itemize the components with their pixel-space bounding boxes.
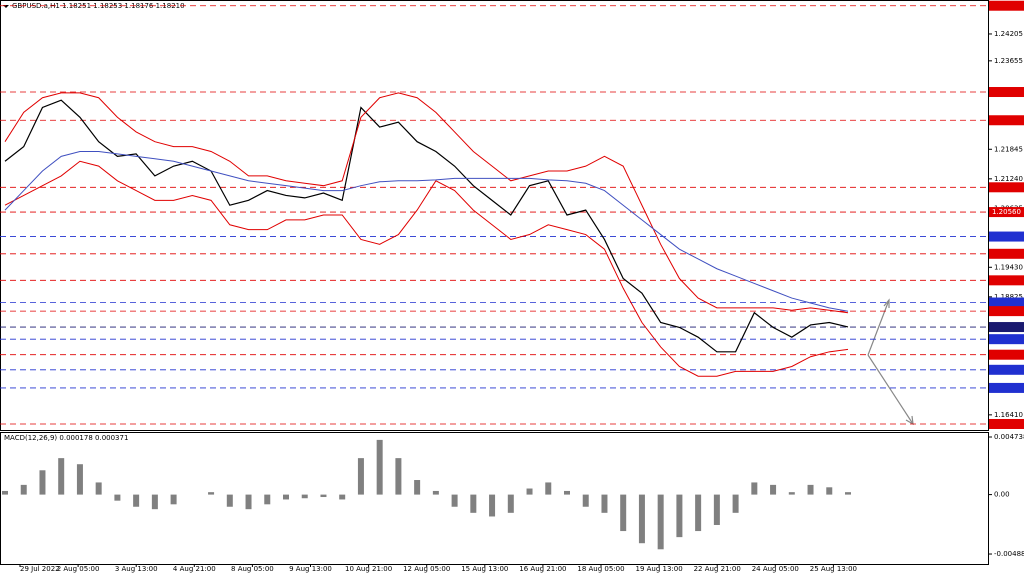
macd-bar: [395, 458, 402, 495]
level-label-bg: [989, 0, 1024, 11]
level-label-bg: [989, 418, 1024, 429]
macd-bar: [807, 484, 814, 495]
macd-bar: [58, 458, 65, 495]
macd-bar: [657, 494, 664, 550]
macd-bar: [845, 492, 851, 495]
macd-bar: [151, 494, 158, 510]
macd-bar: [301, 494, 308, 499]
macd-bar: [713, 494, 720, 525]
level-label-bg: [989, 182, 1024, 193]
level-label-bg: [989, 382, 1024, 393]
macd-bar: [788, 492, 795, 495]
macd-bar: [770, 484, 777, 495]
level-label-bg: [989, 306, 1024, 317]
macd-bar: [283, 494, 289, 500]
macd-bar: [507, 494, 514, 513]
y-tick-label: 1.21845: [994, 145, 1023, 153]
level-label-bg: [989, 231, 1024, 242]
price-line: [4, 99, 849, 353]
macd-tick-label: 0.00: [994, 491, 1010, 499]
level-label-bg: [989, 334, 1024, 345]
macd-bar: [470, 494, 477, 513]
level-label-bg: [989, 115, 1024, 126]
level-label-bg: [989, 248, 1024, 259]
x-tick-label: 16 Aug 21:00: [519, 565, 566, 573]
macd-tick-label: -0.004889: [994, 550, 1024, 558]
x-tick-label: 10 Aug 21:00: [345, 565, 392, 573]
y-tick-label: 1.24205: [994, 30, 1023, 38]
macd-bar: [826, 487, 833, 495]
level-label-bg: [989, 322, 1024, 333]
x-tick-label: 2 Aug 05:00: [57, 565, 100, 573]
x-tick-label: 18 Aug 05:00: [577, 565, 624, 573]
macd-bar: [695, 494, 702, 532]
macd-bar: [376, 439, 383, 495]
x-tick-label: 19 Aug 13:00: [635, 565, 682, 573]
main-panel: [0, 0, 989, 431]
y-tick-label: 1.23655: [994, 57, 1023, 65]
macd-bar: [620, 494, 627, 532]
macd-bar: [226, 494, 233, 507]
y-tick-label: 1.16410: [994, 411, 1023, 419]
price-line: [4, 150, 849, 312]
macd-bar: [414, 480, 421, 495]
x-tick-label: 9 Aug 13:00: [289, 565, 332, 573]
level-label: 1.20560: [992, 208, 1021, 216]
level-label-bg: [989, 364, 1024, 375]
macd-bar: [76, 464, 83, 495]
macd-bar: [39, 470, 46, 495]
macd-bar: [264, 494, 271, 505]
macd-bar: [732, 494, 739, 513]
macd-bar: [451, 494, 458, 507]
x-tick-label: 15 Aug 13:00: [461, 565, 508, 573]
macd-bar: [526, 488, 533, 495]
level-label-bg: [989, 349, 1024, 360]
y-tick-label: 1.19430: [994, 263, 1023, 271]
macd-bar: [95, 482, 102, 495]
x-tick-label: 4 Aug 21:00: [173, 565, 216, 573]
macd-bar: [170, 494, 177, 505]
x-tick-label: 8 Aug 05:00: [231, 565, 274, 573]
x-tick-label: 3 Aug 13:00: [115, 565, 158, 573]
macd-bar: [638, 494, 645, 544]
macd-bar: [2, 490, 8, 495]
chart-title: GBPUSD.a,H1 1.18251 1.18253 1.18176 1.18…: [12, 2, 185, 10]
macd-bar: [432, 490, 439, 495]
y-tick-label: 1.18825: [994, 293, 1023, 301]
macd-bar: [676, 494, 683, 538]
macd-tick-label: 0.004738: [994, 433, 1024, 441]
macd-bar: [339, 494, 346, 500]
x-tick-label: 25 Aug 13:00: [810, 565, 857, 573]
level-label-bg: [989, 275, 1024, 286]
macd-bar: [601, 494, 608, 513]
level-label-bg: [989, 87, 1024, 98]
macd-bar: [357, 458, 364, 495]
price-line: [4, 160, 849, 377]
macd-bar: [545, 482, 552, 495]
macd-bar: [751, 482, 758, 495]
projection-arrows: [867, 298, 914, 426]
macd-bar: [208, 492, 215, 495]
macd-panel: [0, 432, 989, 565]
macd-bar: [489, 494, 496, 517]
y-tick-label: 1.21240: [994, 175, 1023, 183]
price-line: [4, 92, 849, 314]
macd-bar: [564, 490, 570, 495]
macd-bar: [320, 494, 327, 498]
x-tick-label: 22 Aug 21:00: [694, 565, 741, 573]
macd-bar: [245, 494, 252, 510]
macd-label: MACD(12,26,9) 0.000178 0.000371: [4, 434, 128, 442]
level-label-bg: [989, 207, 1024, 218]
x-tick-label: 24 Aug 05:00: [752, 565, 799, 573]
macd-bar: [582, 494, 589, 507]
level-label-bg: [989, 297, 1024, 308]
x-tick-label: 12 Aug 05:00: [403, 565, 450, 573]
macd-bar: [114, 494, 121, 501]
macd-bar: [20, 484, 27, 495]
x-tick-label: 29 Jul 2022: [20, 565, 60, 573]
macd-bar: [133, 494, 140, 507]
